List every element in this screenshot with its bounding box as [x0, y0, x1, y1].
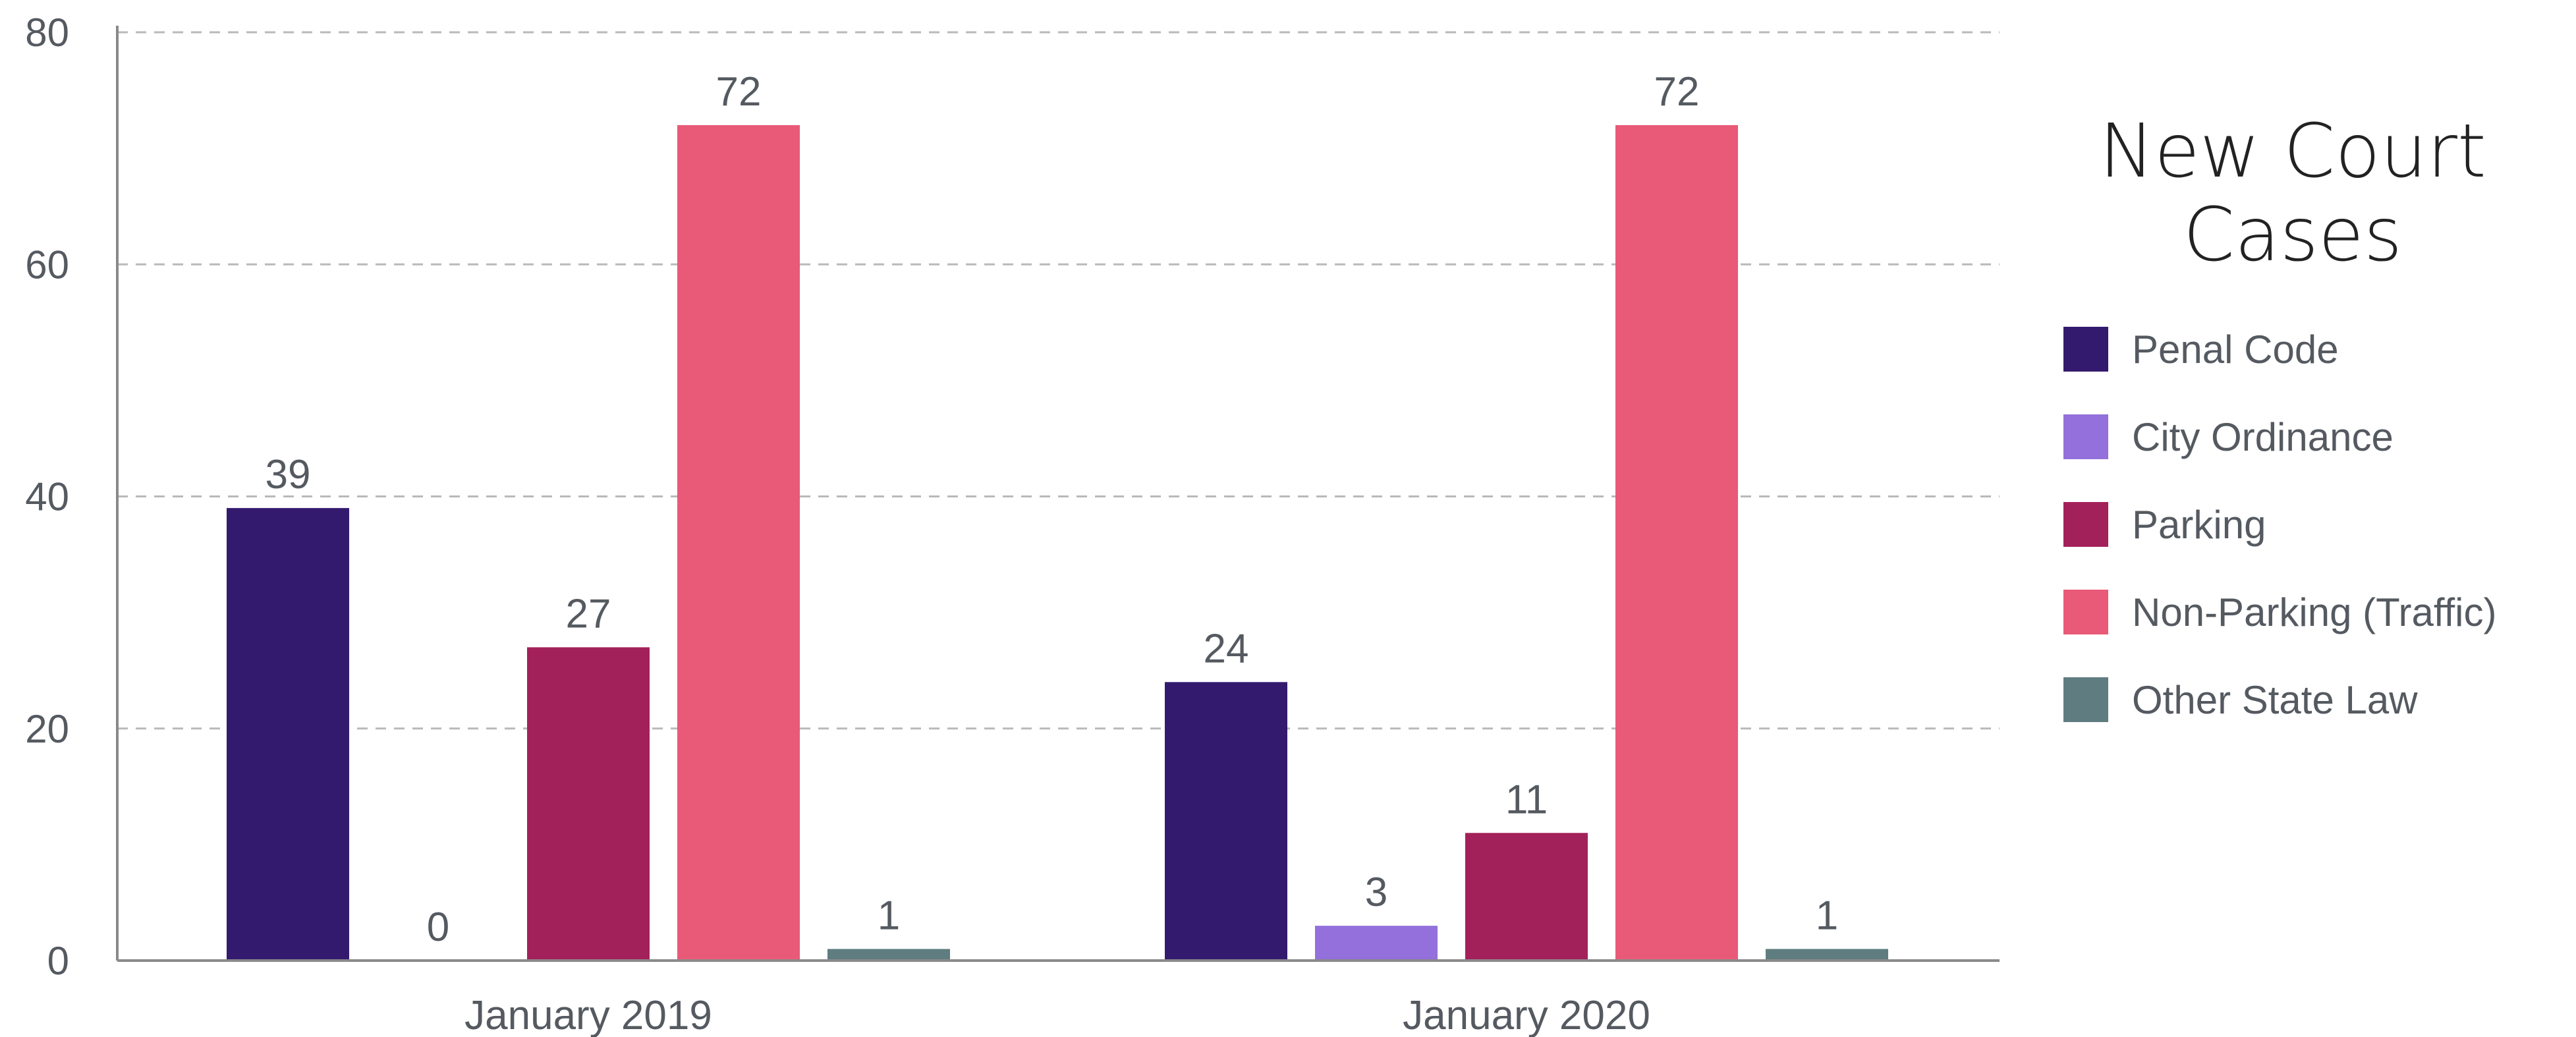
data-label: 11 — [1505, 777, 1548, 822]
data-label: 39 — [266, 452, 311, 497]
data-label: 0 — [427, 905, 449, 950]
legend-swatch — [2063, 502, 2108, 547]
bar-other-state-law-january-2020 — [1766, 949, 1888, 961]
bar-parking-january-2020 — [1465, 833, 1588, 961]
y-tick-label-80: 80 — [25, 11, 69, 55]
x-axis-categories: January 2019 January 2020 — [464, 993, 1650, 1037]
x-category-label: January 2020 — [1403, 993, 1650, 1037]
legend-label: Non-Parking (Traffic) — [2132, 590, 2496, 634]
data-label: 1 — [1816, 893, 1838, 938]
y-tick-label-40: 40 — [25, 475, 69, 519]
data-label: 1 — [878, 893, 900, 938]
legend-swatch — [2063, 590, 2108, 634]
data-label: 72 — [1654, 69, 1700, 115]
bar-parking-january-2019 — [527, 647, 650, 961]
bar-non-parking-traffic-january-2019 — [677, 125, 800, 961]
axes — [116, 26, 2000, 962]
data-label: 72 — [716, 69, 762, 115]
data-labels: 39 0 27 72 1 24 3 11 72 1 — [266, 69, 1839, 950]
legend-title-line-2: Cases — [2183, 192, 2402, 278]
legend-label: Other State Law — [2132, 678, 2418, 722]
x-category-label: January 2019 — [464, 993, 712, 1037]
data-label: 24 — [1204, 626, 1249, 671]
y-axis-ticks: 0 20 40 60 80 — [25, 11, 69, 983]
y-tick-label-0: 0 — [47, 939, 69, 983]
bar-penal-code-january-2019 — [227, 508, 349, 961]
data-label: 3 — [1365, 870, 1387, 915]
y-tick-label-60: 60 — [25, 242, 69, 287]
data-label: 27 — [566, 591, 611, 636]
bars — [227, 125, 1888, 961]
legend-swatch — [2063, 677, 2108, 722]
legend-label: City Ordinance — [2132, 415, 2394, 459]
bar-non-parking-traffic-january-2020 — [1615, 125, 1738, 961]
legend-swatch — [2063, 414, 2108, 459]
legend-label: Parking — [2132, 503, 2266, 547]
legend-swatch — [2063, 327, 2108, 372]
legend-title-line-1: New Court — [2099, 109, 2486, 194]
bar-penal-code-january-2020 — [1165, 682, 1287, 961]
legend-label: Penal Code — [2132, 327, 2339, 372]
bar-other-state-law-january-2019 — [827, 949, 950, 961]
bar-city-ordinance-january-2020 — [1315, 926, 1438, 961]
legend: New Court Cases Penal Code City Ordinance… — [2063, 109, 2496, 722]
y-tick-label-20: 20 — [25, 707, 69, 751]
